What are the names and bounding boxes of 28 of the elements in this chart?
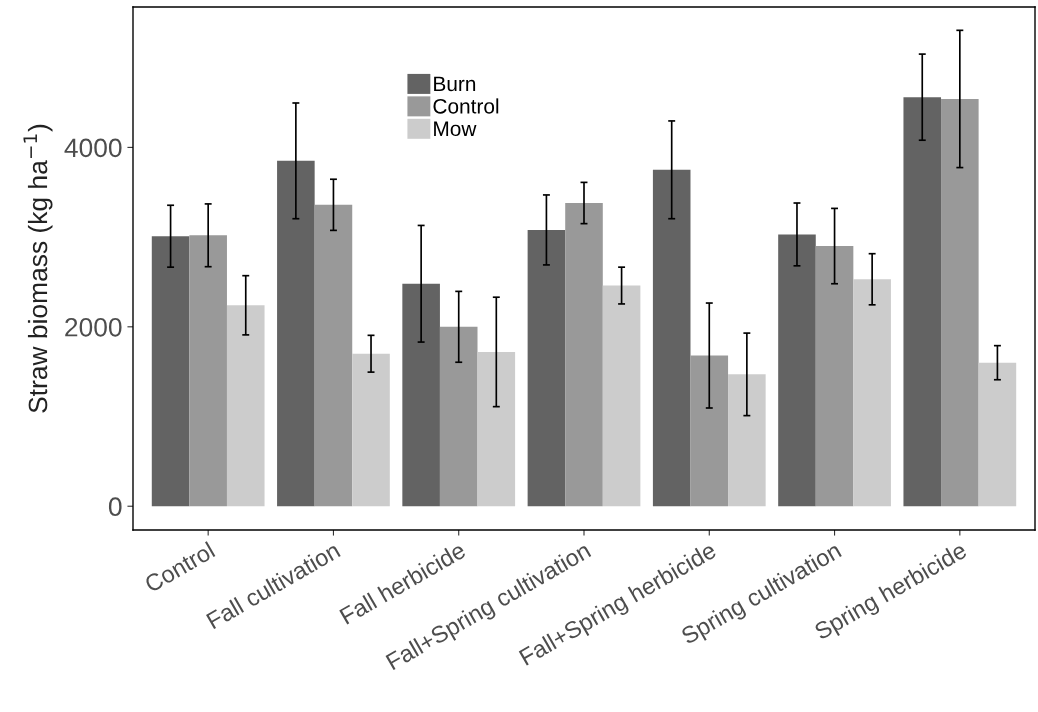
bar (314, 204, 353, 507)
bar (903, 97, 942, 507)
bar (728, 374, 766, 507)
y-axis-title: Straw biomass (kg ha$^{−1}$) (23, 124, 53, 413)
bar (189, 235, 227, 507)
bar (978, 362, 1017, 507)
legend-label: Control (433, 98, 499, 114)
bar (151, 236, 190, 507)
y-tick-label: 4000 (64, 138, 122, 158)
bar (402, 283, 440, 507)
bar (226, 305, 265, 507)
bar (565, 203, 603, 507)
y-tick-label: 2000 (65, 317, 122, 337)
bar (527, 229, 566, 507)
y-tick-label: 0 (108, 497, 122, 517)
bar (602, 285, 641, 507)
legend-label: Burn (434, 76, 476, 92)
bar (439, 326, 478, 507)
bar (352, 353, 390, 507)
bar (477, 351, 516, 507)
bar (815, 246, 854, 507)
bar (690, 355, 729, 507)
legend-label: Mow (434, 121, 477, 137)
bar (778, 234, 816, 507)
bar (941, 98, 979, 507)
bar (853, 279, 891, 507)
bar (277, 160, 315, 507)
bar (652, 169, 691, 507)
